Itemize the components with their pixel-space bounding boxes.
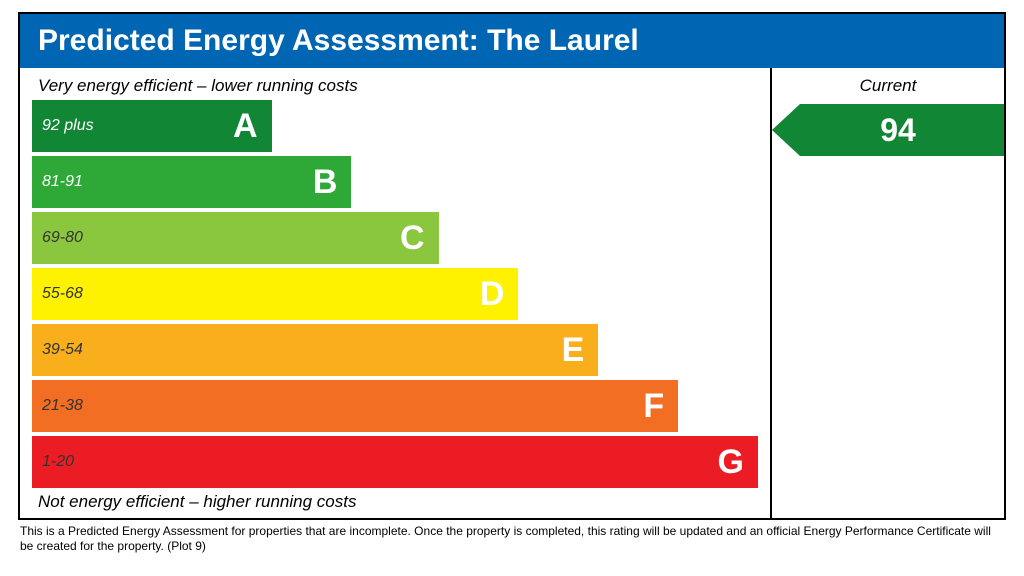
header-title: Predicted Energy Assessment: The Laurel — [38, 24, 639, 57]
band-range: 81-91 — [32, 173, 83, 191]
band-range: 21-38 — [32, 397, 83, 415]
footnote-text: This is a Predicted Energy Assessment fo… — [18, 520, 1006, 554]
band-letter: C — [400, 219, 425, 258]
band-range: 1-20 — [32, 453, 74, 471]
rating-band-d: 55-68 D — [32, 268, 518, 320]
arrow-tip — [772, 104, 800, 156]
band-letter: F — [643, 387, 664, 426]
band-range: 92 plus — [32, 117, 94, 135]
rating-band-b: 81-91 B — [32, 156, 351, 208]
band-letter: D — [480, 275, 505, 314]
current-rating-value: 94 — [860, 112, 916, 149]
top-efficiency-label: Very energy efficient – lower running co… — [32, 74, 758, 100]
current-rating-arrow: 94 — [772, 104, 1004, 156]
rating-band-a: 92 plus A — [32, 100, 272, 152]
rating-band-g: 1-20 G — [32, 436, 758, 488]
band-letter: E — [562, 331, 585, 370]
band-letter: A — [233, 107, 258, 146]
rating-band-f: 21-38 F — [32, 380, 678, 432]
band-letter: G — [718, 443, 744, 482]
band-range: 55-68 — [32, 285, 83, 303]
rating-bands: 92 plus A 81-91 B 69-80 C 55-68 D 39-54 E 21-38 F 1-… — [32, 100, 758, 488]
header-bar: Predicted Energy Assessment: The Laurel — [20, 14, 1004, 68]
right-panel: Current 94 — [772, 68, 1004, 518]
body-area: Very energy efficient – lower running co… — [20, 68, 1004, 518]
band-range: 39-54 — [32, 341, 83, 359]
rating-band-c: 69-80 C — [32, 212, 439, 264]
bottom-efficiency-label: Not energy efficient – higher running co… — [32, 488, 758, 514]
epc-container: Predicted Energy Assessment: The Laurel … — [18, 12, 1006, 520]
band-range: 69-80 — [32, 229, 83, 247]
left-panel: Very energy efficient – lower running co… — [20, 68, 772, 518]
current-column-label: Current — [772, 74, 1004, 100]
band-letter: B — [313, 163, 338, 202]
rating-band-e: 39-54 E — [32, 324, 598, 376]
